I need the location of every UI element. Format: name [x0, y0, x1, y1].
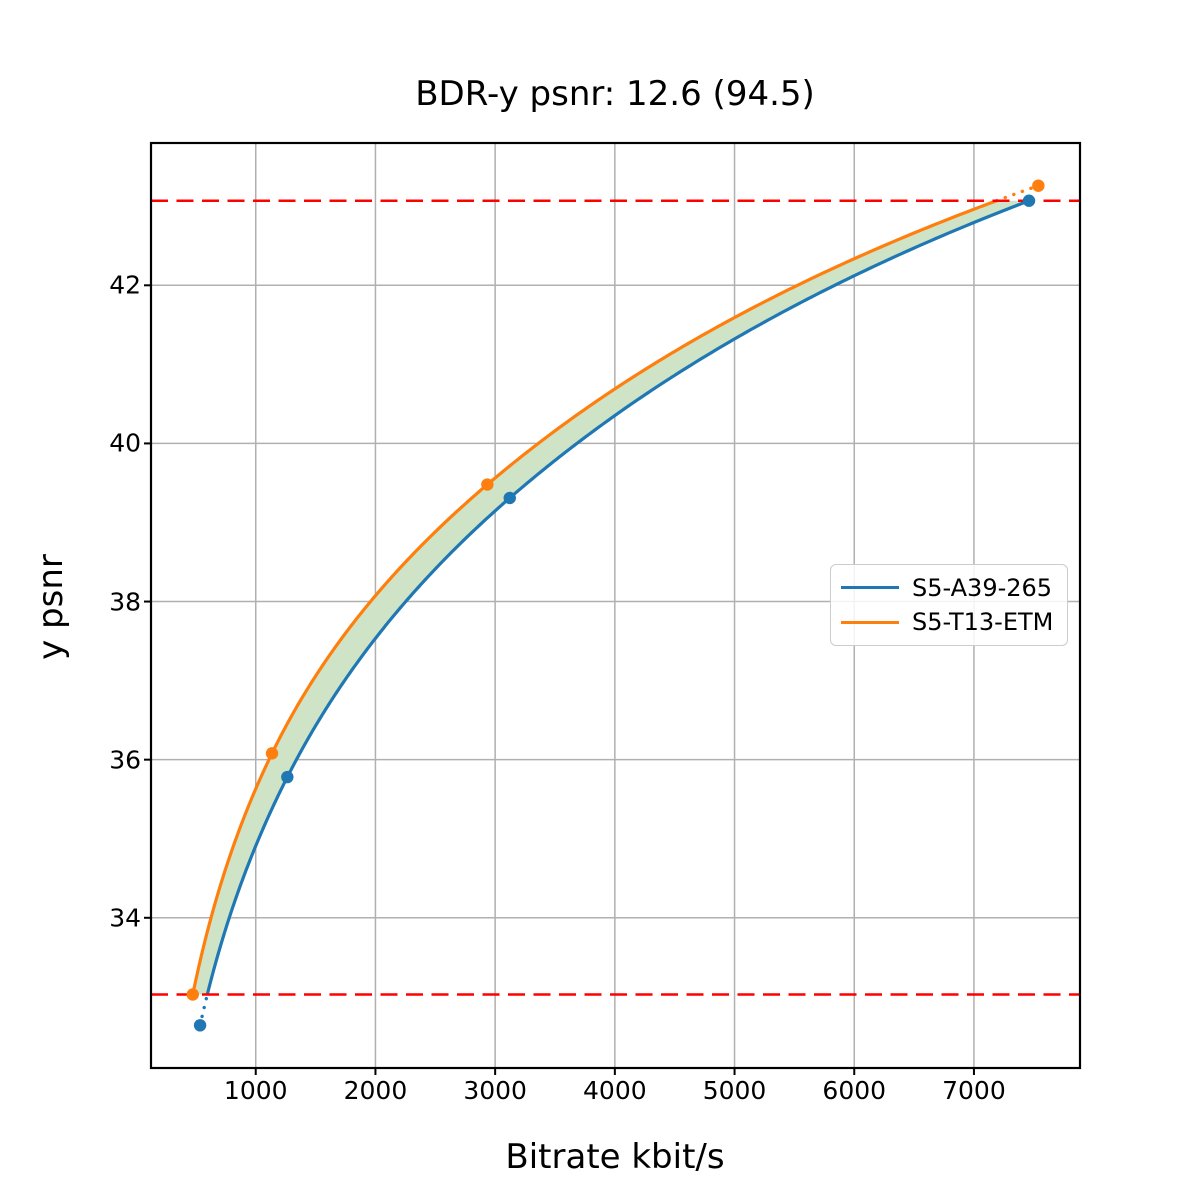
legend-label-s5-a39-265: S5-A39-265 — [912, 573, 1053, 602]
x-tick-label: 4000 — [583, 1076, 647, 1105]
legend-item-s5-a39-265: S5-A39-265 — [831, 576, 1067, 600]
x-tick-label: 6000 — [822, 1076, 887, 1105]
curve-s5-a39-265-dotted — [198, 992, 210, 1028]
y-axis-label: y psnr — [31, 554, 71, 660]
marker-s5-a39-265 — [503, 491, 516, 505]
marker-s5-a39-265 — [193, 1019, 207, 1032]
legend-line-orange — [841, 620, 899, 625]
marker-s5-t13-etm — [265, 747, 279, 760]
curve-s5-t13-etm — [191, 199, 998, 995]
x-tick-label: 3000 — [463, 1076, 527, 1105]
y-tick-label: 40 — [109, 428, 141, 458]
y-tick-label: 38 — [109, 587, 141, 617]
y-tick-label: 34 — [109, 903, 141, 933]
legend: S5-A39-265 S5-T13-ETM — [830, 564, 1068, 646]
y-tick-label: 36 — [109, 745, 141, 775]
marker-s5-a39-265 — [1022, 194, 1036, 207]
curve-s5-t13-etm-dotted — [994, 183, 1041, 203]
y-tick-label: 42 — [109, 270, 141, 300]
curve-s5-a39-265 — [205, 199, 1030, 996]
legend-item-s5-t13-etm: S5-T13-ETM — [831, 610, 1067, 634]
marker-s5-a39-265 — [281, 770, 294, 784]
x-tick-label: 5000 — [702, 1076, 767, 1105]
x-tick-label: 2000 — [343, 1076, 408, 1105]
x-tick-label: 7000 — [942, 1076, 1006, 1105]
x-tick-label: 1000 — [223, 1076, 288, 1105]
legend-line-blue — [841, 585, 899, 590]
marker-s5-t13-etm — [1032, 179, 1045, 192]
x-axis-label: Bitrate kbit/s — [505, 1137, 725, 1177]
marker-s5-t13-etm — [186, 988, 199, 1001]
marker-s5-t13-etm — [481, 478, 494, 491]
legend-label-s5-t13-etm: S5-T13-ETM — [912, 608, 1054, 637]
chart-title: BDR-y psnr: 12.6 (94.5) — [415, 74, 815, 114]
